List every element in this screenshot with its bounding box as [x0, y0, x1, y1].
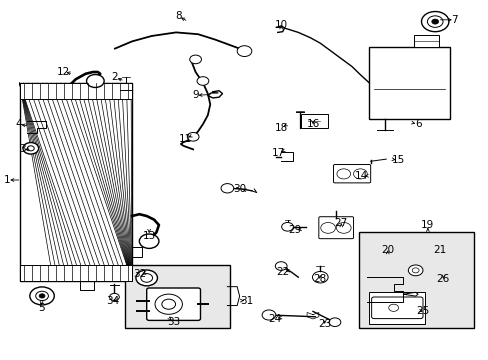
Circle shape: [421, 12, 448, 32]
Circle shape: [139, 234, 159, 248]
Circle shape: [36, 291, 48, 301]
Circle shape: [328, 318, 340, 327]
Circle shape: [155, 294, 182, 314]
Text: 6: 6: [414, 119, 421, 129]
Text: 16: 16: [305, 119, 319, 129]
Circle shape: [23, 143, 39, 154]
Text: 21: 21: [432, 245, 446, 255]
Circle shape: [336, 169, 350, 179]
Text: 9: 9: [192, 90, 199, 100]
Bar: [124, 265, 229, 328]
Circle shape: [136, 270, 157, 286]
Text: 11: 11: [179, 134, 192, 144]
Text: 4: 4: [15, 119, 22, 129]
Circle shape: [431, 19, 438, 24]
Circle shape: [353, 169, 366, 179]
Text: 12: 12: [57, 67, 70, 77]
Circle shape: [336, 222, 350, 233]
Text: 34: 34: [105, 296, 119, 306]
Text: 31: 31: [240, 296, 253, 306]
Bar: [359, 232, 473, 328]
Circle shape: [427, 16, 442, 27]
Text: 17: 17: [271, 148, 285, 158]
Bar: [300, 114, 327, 128]
Circle shape: [189, 55, 201, 64]
Text: 14: 14: [354, 171, 368, 181]
Text: 15: 15: [391, 155, 405, 165]
FancyBboxPatch shape: [368, 47, 449, 119]
Bar: [20, 265, 132, 281]
Text: 22: 22: [276, 267, 289, 277]
FancyBboxPatch shape: [146, 288, 200, 320]
FancyBboxPatch shape: [371, 297, 422, 319]
Bar: [20, 83, 132, 99]
Circle shape: [312, 271, 327, 283]
Text: 27: 27: [334, 218, 347, 228]
Text: 26: 26: [435, 274, 449, 284]
Circle shape: [39, 294, 45, 298]
FancyBboxPatch shape: [318, 217, 353, 239]
Text: 23: 23: [317, 319, 331, 329]
Circle shape: [221, 184, 233, 193]
Circle shape: [262, 310, 275, 320]
Circle shape: [320, 222, 335, 233]
Circle shape: [237, 46, 251, 57]
Bar: [20, 83, 132, 281]
Text: 10: 10: [274, 20, 287, 30]
Circle shape: [281, 222, 293, 231]
Circle shape: [187, 132, 199, 141]
Circle shape: [162, 299, 175, 309]
Circle shape: [197, 77, 208, 85]
Bar: [368, 292, 425, 324]
Circle shape: [27, 146, 34, 151]
Circle shape: [109, 293, 119, 301]
Circle shape: [86, 75, 104, 87]
Text: 18: 18: [274, 123, 287, 133]
Text: 3: 3: [19, 144, 25, 154]
Text: 1: 1: [4, 175, 11, 185]
Text: 32: 32: [132, 269, 146, 279]
Text: 33: 33: [166, 317, 180, 327]
Text: 5: 5: [38, 303, 45, 313]
Circle shape: [407, 265, 422, 276]
Text: 2: 2: [111, 72, 118, 82]
Text: 13: 13: [142, 231, 156, 241]
Circle shape: [30, 287, 54, 305]
Text: 25: 25: [415, 306, 429, 316]
Text: 28: 28: [312, 274, 326, 284]
Text: 7: 7: [450, 15, 457, 25]
Text: 24: 24: [268, 314, 282, 324]
Text: 20: 20: [381, 245, 393, 255]
Text: 30: 30: [233, 184, 245, 194]
Text: 29: 29: [287, 225, 301, 235]
Circle shape: [141, 274, 152, 282]
Text: 8: 8: [175, 11, 182, 21]
Circle shape: [388, 304, 398, 311]
Circle shape: [411, 268, 418, 273]
Text: 19: 19: [420, 220, 434, 230]
Circle shape: [275, 262, 286, 270]
FancyBboxPatch shape: [333, 165, 370, 183]
Bar: [413, 35, 439, 47]
